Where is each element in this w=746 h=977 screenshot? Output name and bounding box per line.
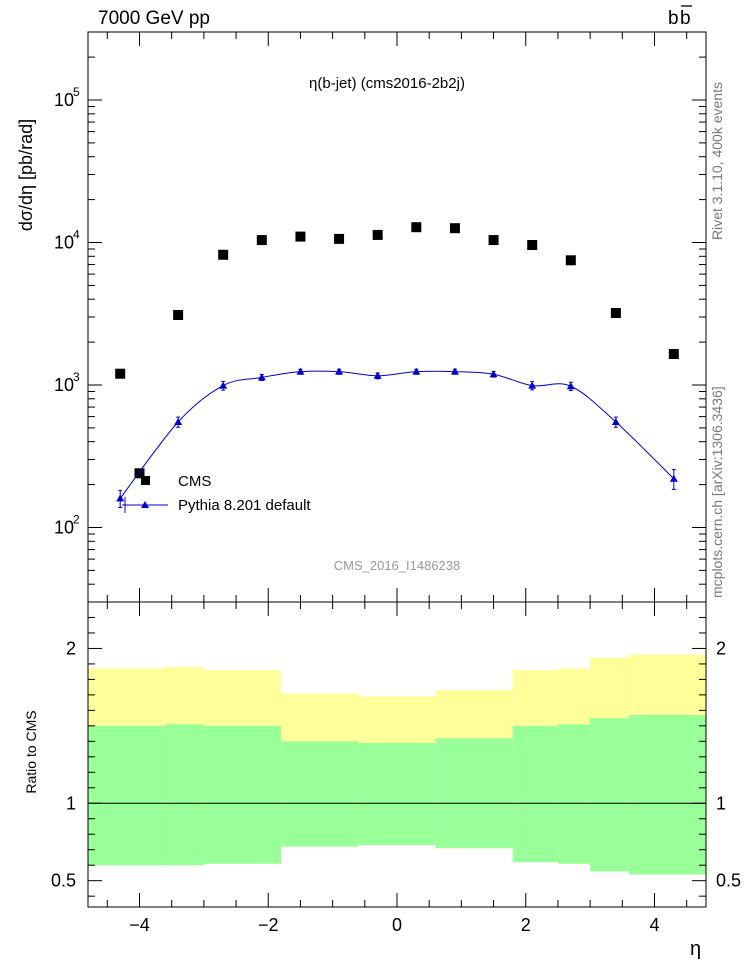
y-tick-label-exponent: 5: [73, 85, 80, 99]
pythia-point: [116, 494, 125, 502]
ratio-band-inner: [435, 738, 513, 849]
ratio-y-tick-label: 1: [66, 793, 76, 813]
rivet-label: Rivet 3.1.10, 400k events: [709, 82, 725, 240]
cms-point: [218, 249, 229, 260]
main-plot-panel: η(b-jet) (cms2016-2b2j) CMS_2016_I148623…: [16, 31, 707, 603]
y-tick-label: 10: [54, 232, 74, 252]
ratio-band-inner: [281, 741, 359, 847]
pythia-point: [219, 381, 228, 389]
x-tick-label: 4: [649, 915, 659, 935]
ratio-band-inner: [590, 718, 629, 872]
y-axis-label: dσ/dη [pb/rad]: [16, 119, 36, 231]
pythia-point: [611, 417, 620, 425]
ratio-y-tick-label: 2: [66, 638, 76, 658]
svg-text:b: b: [668, 8, 679, 29]
ratio-band-inner: [512, 725, 558, 863]
data-series: [115, 222, 679, 509]
cms-point: [295, 231, 306, 242]
watermark: CMS_2016_I1486238: [334, 558, 461, 573]
x-tick-label: 0: [392, 915, 402, 935]
ratio-band-inner: [203, 725, 282, 864]
cms-point: [488, 235, 499, 246]
pythia-point: [566, 382, 575, 390]
ratio-band-inner: [88, 725, 166, 866]
x-tick-label: −2: [258, 915, 279, 935]
cms-point: [565, 255, 576, 266]
ratio-y-tick-label: 0.5: [51, 871, 76, 891]
pythia-point: [489, 370, 498, 378]
cms-point: [334, 233, 345, 244]
ratio-band-inner: [358, 742, 436, 846]
cms-point: [449, 223, 460, 234]
y-tick-label: 10: [54, 517, 74, 537]
ratio-plot-panel: Ratio to CMS η 0.5 0.5 1 1 2 2 −4 −2 0 2 4: [23, 601, 741, 960]
pythia-point: [373, 371, 382, 379]
cms-point: [668, 348, 679, 359]
y-tick-label-exponent: 2: [73, 512, 80, 526]
pythia-point: [450, 367, 459, 375]
pythia-point: [174, 417, 183, 425]
pythia-point: [669, 474, 678, 482]
cms-point: [173, 309, 184, 320]
legend-label-pythia: Pythia 8.201 default: [178, 497, 311, 514]
legend-label-cms: CMS: [178, 473, 211, 490]
cms-point: [527, 240, 538, 251]
y-tick-label: 10: [54, 375, 74, 395]
cms-point: [610, 308, 621, 319]
legend: CMS Pythia 8.201 default: [122, 473, 311, 514]
pythia-point: [296, 367, 305, 375]
cms-point: [256, 235, 267, 246]
svg-text:b: b: [680, 8, 691, 29]
ratio-band-inner: [165, 724, 204, 866]
ratio-band-inner: [557, 724, 591, 864]
ratio-y-tick-label-right: 2: [716, 638, 726, 658]
energy-label: 7000 GeV pp: [98, 8, 210, 29]
ratio-y-tick-label-right: 1: [716, 793, 726, 813]
ratio-y-tick-label-right: 0.5: [716, 871, 741, 891]
legend-marker-pythia: [141, 501, 149, 508]
cms-point: [115, 368, 126, 379]
cms-point: [411, 222, 422, 233]
ratio-bands: [88, 654, 706, 875]
mcplots-label: mcplots.cern.ch [arXiv:1306.3436]: [709, 386, 725, 598]
pythia-point: [412, 367, 421, 375]
x-axis-ticks-top: [106, 32, 688, 602]
cms-point: [134, 468, 145, 479]
pythia-point: [335, 367, 344, 375]
cms-point: [372, 229, 383, 240]
pythia-point: [528, 381, 537, 389]
y-tick-label: 10: [54, 90, 74, 110]
x-axis-label: η: [690, 938, 701, 960]
process-label: b b: [668, 5, 692, 29]
x-tick-label: −4: [129, 915, 150, 935]
ratio-y-axis-ticks: 0.5 0.5 1 1 2 2: [51, 616, 741, 897]
y-tick-label-exponent: 4: [73, 227, 80, 241]
ratio-band-inner: [628, 715, 706, 875]
ratio-y-label: Ratio to CMS: [23, 710, 39, 793]
x-tick-label: 2: [521, 915, 531, 935]
legend-marker-cms: [141, 476, 150, 485]
pythia-point: [257, 373, 266, 381]
x-axis-ticks: −4 −2 0 2 4: [106, 602, 688, 935]
plot-title: η(b-jet) (cms2016-2b2j): [309, 75, 465, 92]
y-tick-label-exponent: 3: [73, 370, 80, 384]
